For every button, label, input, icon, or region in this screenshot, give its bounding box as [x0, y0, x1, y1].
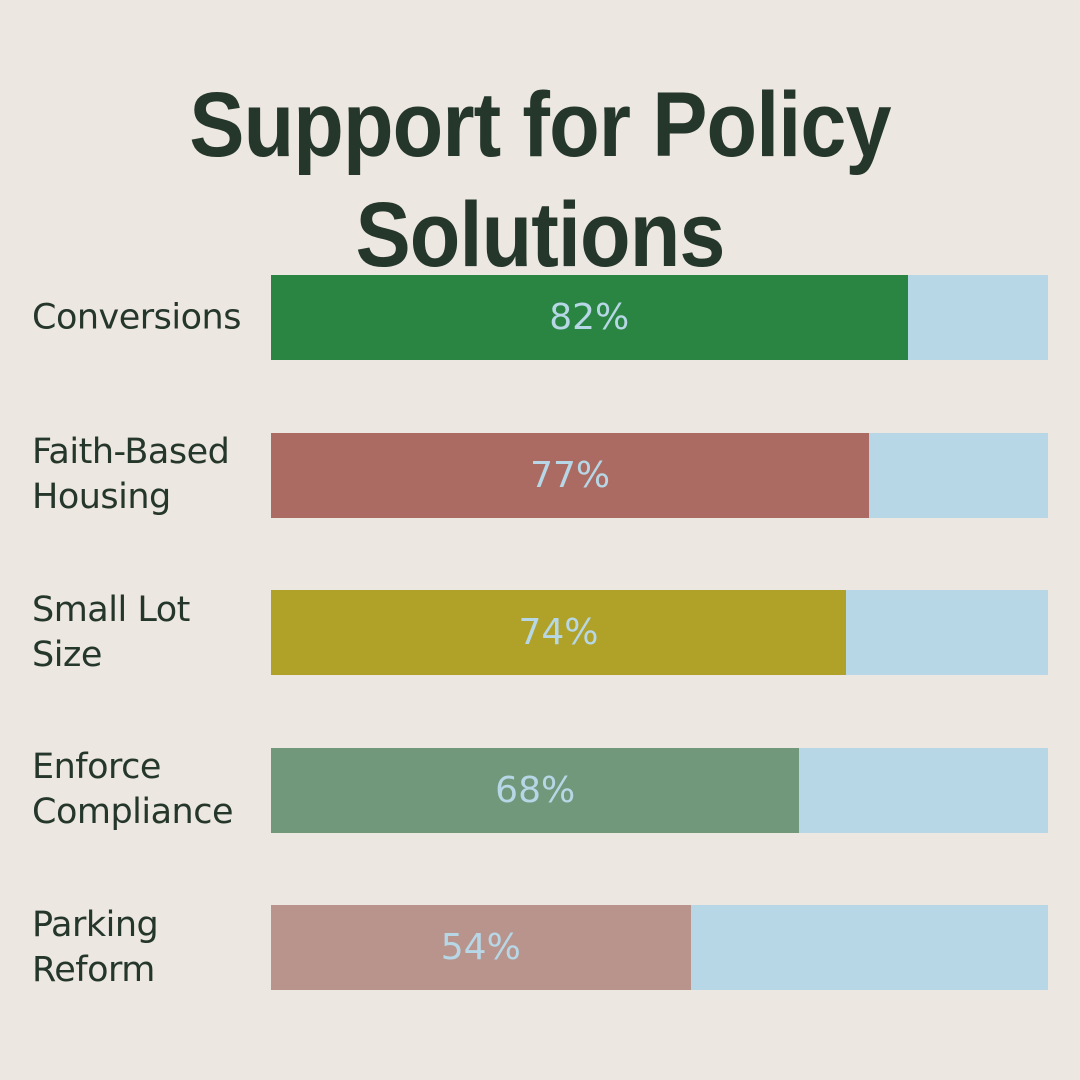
bar-small-lot-size: [271, 590, 846, 675]
bar-conversions: [271, 275, 908, 360]
bar-parking-reform: [271, 905, 691, 990]
value-label-parking-reform: 54%: [440, 927, 521, 968]
bar-enforce-compliance: [271, 747, 800, 833]
category-label-faith-based-housing: Faith-Based Housing: [32, 432, 230, 517]
value-label-enforce-compliance: 68%: [495, 769, 576, 811]
category-label-small-lot-size: Small Lot Size: [32, 589, 190, 675]
category-label-enforce-compliance: Enforce Compliance: [32, 747, 234, 832]
value-label-small-lot-size: 74%: [518, 612, 599, 653]
category-label-conversions: Conversions: [32, 297, 241, 337]
bar-faith-based-housing: [271, 432, 870, 518]
category-label-parking-reform: Parking Reform: [32, 904, 159, 990]
chart-title: Support for Policy Solutions: [189, 74, 891, 287]
value-label-conversions: 82%: [549, 297, 630, 338]
value-label-faith-based-housing: 77%: [530, 454, 611, 496]
